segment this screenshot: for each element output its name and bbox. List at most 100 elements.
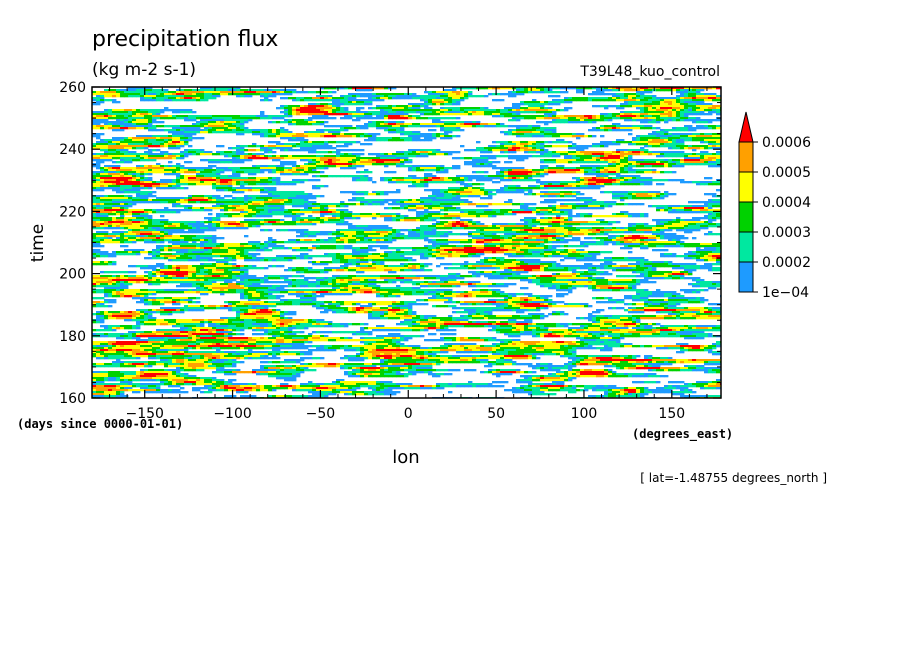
heatmap-cell [368, 103, 373, 106]
heatmap-cell [324, 157, 329, 160]
heatmap-cell [388, 107, 393, 110]
heatmap-cell [392, 177, 397, 180]
heatmap-cell [664, 161, 669, 164]
heatmap-cell [404, 153, 409, 156]
heatmap-cell [528, 169, 533, 172]
heatmap-cell [304, 159, 309, 162]
heatmap-cell [684, 137, 689, 140]
heatmap-cell [204, 95, 209, 98]
heatmap-cell [712, 159, 717, 162]
heatmap-cell [108, 113, 113, 116]
heatmap-cell [104, 169, 109, 172]
heatmap-cell [648, 87, 653, 90]
heatmap-cell [184, 177, 189, 180]
heatmap-cell [236, 115, 241, 118]
heatmap-cell [368, 135, 373, 138]
heatmap-cell [200, 183, 205, 186]
heatmap-cell [572, 157, 577, 160]
heatmap-cell [292, 139, 297, 142]
heatmap-cell [424, 139, 429, 142]
heatmap-cell [552, 151, 557, 154]
heatmap-cell [572, 191, 577, 194]
heatmap-cell [524, 169, 529, 172]
heatmap-cell [316, 133, 321, 136]
heatmap-cell [568, 133, 573, 136]
heatmap-cell [296, 169, 301, 172]
heatmap-cell [456, 87, 461, 90]
heatmap-cell [192, 131, 197, 134]
heatmap-cell [260, 177, 265, 180]
heatmap-cell [304, 133, 309, 136]
heatmap-cell [600, 145, 605, 148]
heatmap-cell [132, 137, 137, 140]
heatmap-cell [196, 117, 201, 120]
heatmap-cell [688, 99, 693, 102]
heatmap-cell [108, 121, 113, 124]
heatmap-cell [224, 187, 229, 190]
heatmap-cell [224, 125, 229, 128]
heatmap-cell [264, 99, 269, 102]
heatmap-cell [628, 153, 633, 156]
heatmap-cell [96, 173, 101, 176]
heatmap-cell [240, 123, 245, 126]
heatmap-cell [564, 183, 569, 186]
heatmap-cell [368, 99, 373, 102]
heatmap-cell [580, 171, 585, 174]
heatmap-cell [316, 117, 321, 120]
heatmap-cell [268, 191, 273, 194]
heatmap-cell [396, 111, 401, 114]
heatmap-cell [300, 97, 305, 100]
heatmap-cell [452, 177, 457, 180]
heatmap-cell [400, 157, 405, 160]
heatmap-cell [476, 107, 481, 110]
heatmap-cell [124, 161, 129, 164]
heatmap-cell [536, 117, 541, 120]
heatmap-cell [388, 93, 393, 96]
heatmap-cell [644, 159, 649, 162]
heatmap-cell [380, 159, 385, 162]
heatmap-cell [576, 115, 581, 118]
heatmap-cell [652, 159, 657, 162]
heatmap-cell [616, 143, 621, 146]
heatmap-cell [268, 181, 273, 184]
heatmap-cell [456, 99, 461, 102]
heatmap-cell [360, 89, 365, 92]
heatmap-cell [400, 137, 405, 140]
heatmap-cell [104, 165, 109, 168]
heatmap-cell [176, 95, 181, 98]
heatmap-cell [132, 123, 137, 126]
heatmap-cell [132, 117, 137, 120]
heatmap-cell [176, 93, 181, 96]
heatmap-cell [312, 185, 317, 188]
heatmap-cell [336, 159, 341, 162]
heatmap-cell [148, 139, 153, 142]
heatmap-cell [452, 157, 457, 160]
heatmap-cell [616, 179, 621, 182]
heatmap-cell [476, 159, 481, 162]
heatmap-cell [196, 97, 201, 100]
heatmap-cell [524, 171, 529, 174]
heatmap-cell [572, 133, 577, 136]
heatmap-cell [236, 91, 241, 94]
heatmap-cell [660, 145, 665, 148]
heatmap-cell [496, 111, 501, 114]
heatmap-cell [612, 191, 617, 194]
heatmap-cell [352, 159, 357, 162]
heatmap-cell [712, 127, 717, 130]
heatmap-cell [264, 115, 269, 118]
heatmap-cell [560, 187, 565, 190]
heatmap-cell [532, 109, 537, 112]
heatmap-cell [560, 185, 565, 188]
heatmap-cell [564, 99, 569, 102]
heatmap-cell [716, 165, 721, 168]
heatmap-cell [128, 183, 133, 186]
heatmap-cell [140, 157, 145, 160]
heatmap-cell [392, 127, 397, 130]
heatmap-cell [104, 93, 109, 96]
heatmap-cell [156, 137, 161, 140]
heatmap-cell [632, 99, 637, 102]
heatmap-cell [152, 125, 157, 128]
heatmap-cell [460, 113, 465, 116]
heatmap-cell [240, 127, 245, 130]
heatmap-cell [432, 119, 437, 122]
